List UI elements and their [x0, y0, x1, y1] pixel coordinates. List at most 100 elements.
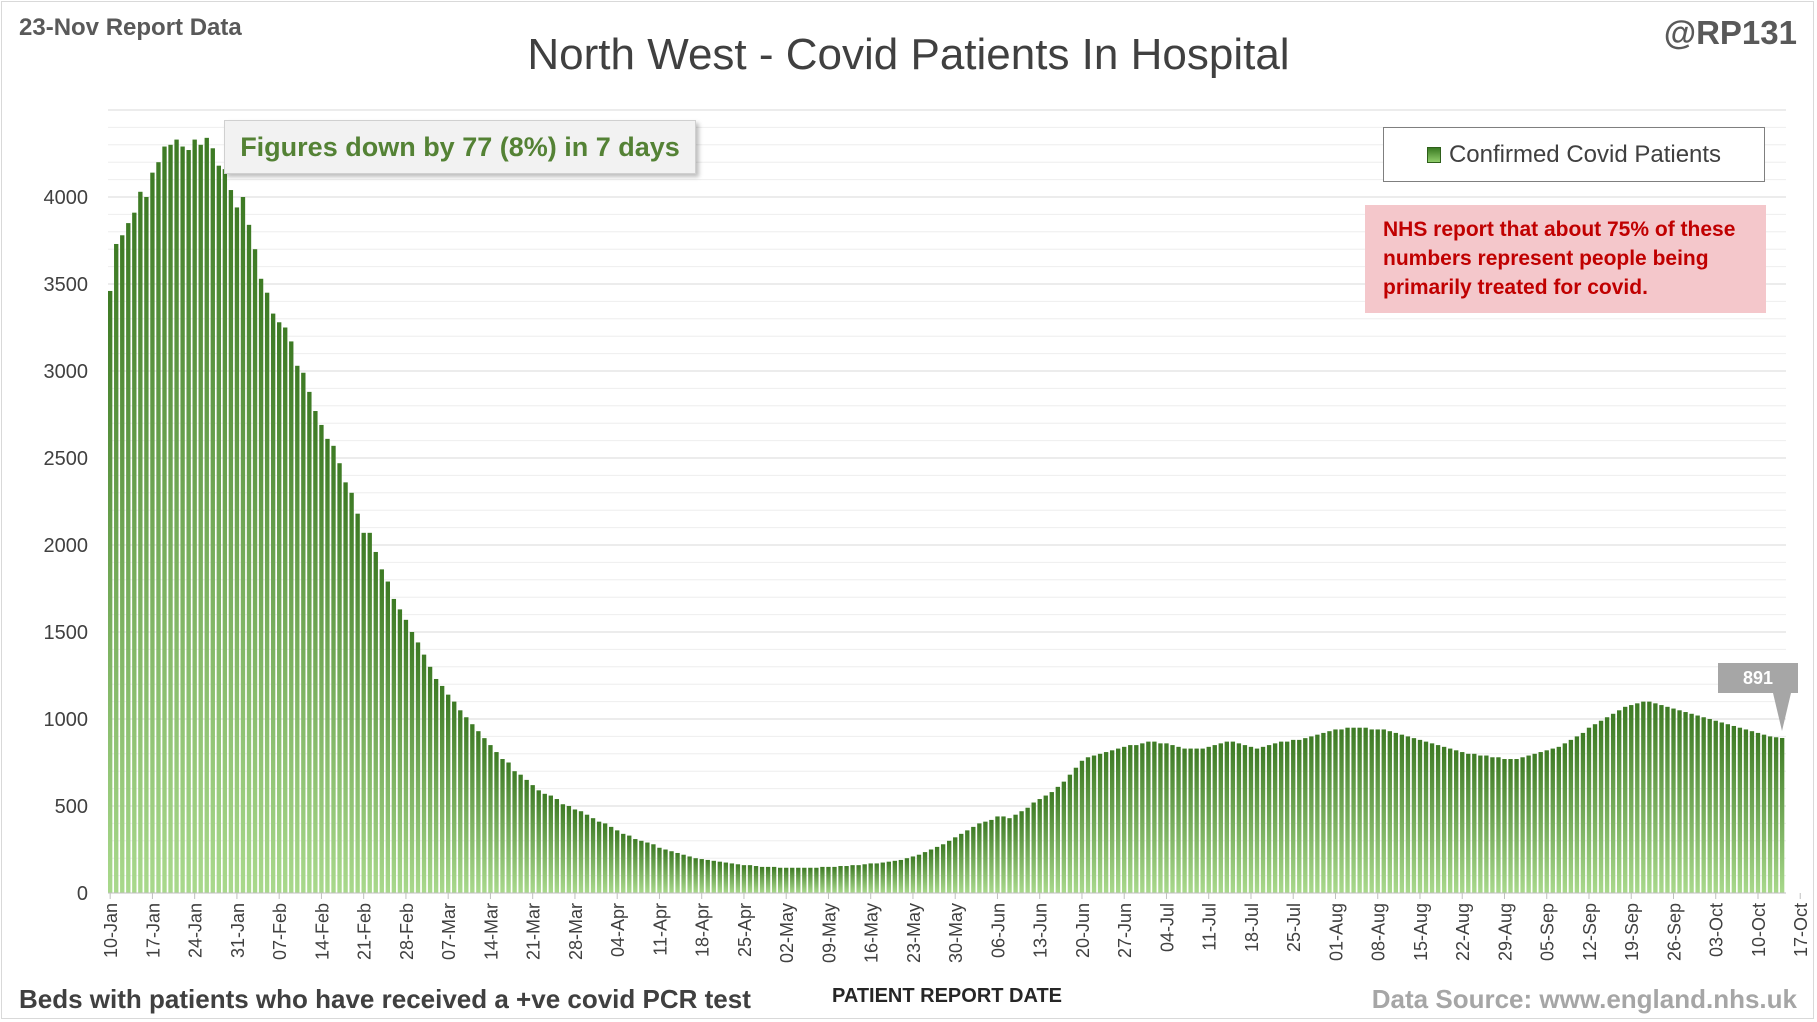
bar [808, 867, 813, 893]
bar [1218, 743, 1223, 893]
bar [1695, 715, 1700, 893]
y-tick-label: 1000 [44, 709, 89, 731]
bar [1574, 736, 1580, 893]
bar [856, 865, 861, 893]
bar [1417, 739, 1423, 893]
bar [1122, 746, 1127, 893]
x-tick-label: 15-Aug [1411, 903, 1431, 961]
bar [1230, 741, 1236, 893]
bar [240, 197, 246, 893]
bar [1568, 739, 1574, 893]
bar [699, 859, 704, 893]
bar [258, 278, 264, 893]
x-tick-label: 12-Sep [1580, 903, 1600, 961]
bar [1490, 757, 1495, 893]
weekly-change-callout: Figures down by 77 (8%) in 7 days [224, 120, 696, 174]
bar [838, 866, 843, 893]
x-tick-label: 04-Jul [1157, 903, 1177, 952]
bar [1725, 724, 1730, 893]
bar [1586, 727, 1592, 893]
bar [765, 866, 771, 893]
bar [669, 851, 674, 893]
bars [108, 137, 1785, 894]
x-tick-label: 10-Jan [101, 903, 121, 958]
bar [409, 632, 415, 893]
bar [228, 190, 234, 894]
bar [627, 835, 632, 893]
y-tick-label: 3500 [44, 274, 89, 296]
x-tick-label: 08-Aug [1369, 903, 1389, 961]
bar [476, 731, 481, 893]
x-tick-label: 17-Jan [143, 903, 163, 958]
bar [1629, 705, 1634, 893]
bar [162, 146, 167, 894]
bar [301, 372, 306, 893]
bar [615, 830, 620, 893]
x-tick-label: 18-Jul [1242, 903, 1262, 952]
bar [295, 365, 300, 893]
bar [934, 846, 940, 893]
x-tick-label: 28-Feb [397, 903, 417, 960]
x-tick-label: 05-Sep [1538, 903, 1558, 961]
x-tick-label: 22-Aug [1453, 903, 1473, 961]
bar [506, 762, 511, 893]
bar [560, 804, 566, 893]
bar [204, 137, 209, 894]
bar [198, 144, 203, 894]
x-tick-label: 11-Apr [650, 903, 670, 956]
bar [1665, 706, 1670, 893]
bar [120, 235, 125, 893]
bar [566, 806, 572, 893]
bar [138, 191, 143, 893]
legend-label-confirmed: Confirmed Covid Patients [1448, 140, 1722, 168]
bar [1345, 727, 1350, 893]
x-tick-label: 25-Apr [735, 903, 755, 957]
nhs-note: NHS report that about 75% of these numbe… [1365, 205, 1766, 313]
bar [1327, 731, 1332, 893]
bar [1309, 736, 1314, 893]
x-tick-label: 09-May [819, 903, 839, 963]
bar [331, 445, 336, 893]
bar [361, 532, 366, 893]
data-source: Data Source: www.england.nhs.uk [1371, 984, 1797, 1014]
bar [548, 795, 553, 893]
bar [470, 724, 475, 893]
bar [1140, 743, 1145, 893]
y-tick-label: 2500 [44, 448, 89, 470]
y-tick-label: 0 [77, 883, 88, 905]
bar [1616, 710, 1622, 893]
bar [826, 866, 831, 893]
bar [1556, 746, 1561, 893]
bar [959, 833, 964, 893]
bar [633, 839, 638, 893]
chart-title: North West - Covid Patients In Hospital [527, 30, 1290, 79]
bar [1755, 732, 1761, 893]
bar [1266, 745, 1272, 893]
bar [1152, 741, 1157, 893]
bar [1272, 743, 1278, 893]
bar [1466, 753, 1471, 893]
x-tick-label: 11-Jul [1200, 903, 1220, 951]
bar [216, 165, 221, 893]
bar [898, 859, 904, 893]
bar [421, 654, 427, 893]
bar [1236, 743, 1242, 893]
bar [1303, 738, 1308, 893]
bar [313, 411, 318, 893]
bar [264, 292, 270, 893]
bar [1339, 729, 1344, 893]
bar [681, 854, 686, 893]
bar [307, 391, 312, 893]
bar [820, 866, 825, 893]
bar [1170, 745, 1175, 893]
bar [337, 463, 342, 893]
bar [1731, 725, 1737, 893]
bar [1375, 729, 1380, 893]
bar [446, 694, 451, 893]
bar [1520, 757, 1525, 893]
bar [1683, 712, 1688, 893]
bar [1580, 732, 1586, 893]
bar [663, 849, 668, 893]
bar [1677, 710, 1682, 893]
